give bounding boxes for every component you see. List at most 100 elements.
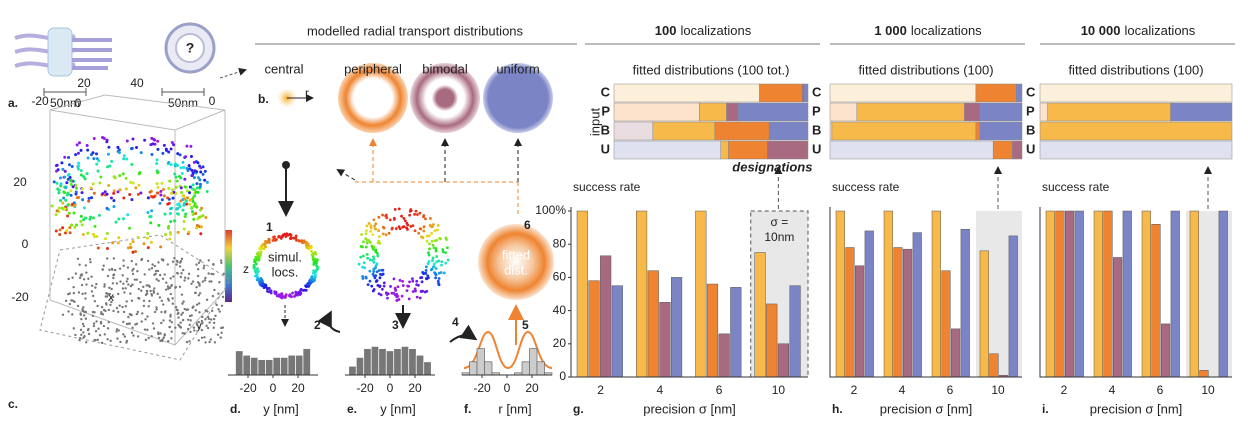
decor-dot <box>363 261 366 264</box>
decor-dot <box>186 196 189 199</box>
decor-dot <box>97 246 100 249</box>
row-label: C <box>601 84 611 99</box>
x-axis-label: precision σ [nm] <box>880 401 973 416</box>
decor-dot <box>163 333 165 335</box>
decor-dot <box>129 181 132 184</box>
decor-dot <box>78 141 81 144</box>
decor-dot <box>176 261 178 263</box>
decor-dot <box>199 185 202 188</box>
decor-dot <box>93 322 95 324</box>
decor-dot <box>110 160 113 163</box>
decor-dot <box>70 224 73 227</box>
decor-dot <box>161 198 164 201</box>
decor-dot <box>150 153 153 156</box>
x-axis-label: precision σ [nm] <box>643 401 736 416</box>
decor-dot <box>81 293 83 295</box>
decor-dot <box>199 208 202 211</box>
decor-dot <box>188 199 191 202</box>
decor-dot <box>115 330 117 332</box>
ring-label: locs. <box>272 264 299 279</box>
decor-dot <box>126 340 128 342</box>
decor-dot <box>192 213 195 216</box>
decor-dot <box>92 315 94 317</box>
decor-dot <box>374 250 377 253</box>
decor-dot <box>146 232 149 235</box>
decor-dot <box>182 319 184 321</box>
decor-dot <box>196 186 199 189</box>
decor-dot <box>81 223 84 226</box>
decor-dot <box>184 277 186 279</box>
decor-dot <box>143 139 146 142</box>
y-tick-label: 0 <box>559 369 566 383</box>
decor-dot <box>125 157 128 160</box>
decor-dot <box>56 182 59 185</box>
decor-dot <box>132 268 134 270</box>
decor-dot <box>119 188 122 191</box>
decor-dot <box>394 208 397 211</box>
decor-dot <box>73 327 75 329</box>
decor-dot <box>75 184 78 187</box>
hist-bar <box>485 362 493 375</box>
decor-dot <box>420 276 423 279</box>
decor-dot <box>131 251 134 254</box>
panel-label: e. <box>347 402 357 416</box>
decor-dot <box>134 323 136 325</box>
row-label: U <box>812 141 821 156</box>
decor-dot <box>439 237 442 240</box>
decor-dot <box>91 290 93 292</box>
x-tick-label: 10 <box>772 383 786 397</box>
x-axis-label: y [nm] <box>263 401 298 416</box>
decor-dot <box>183 227 186 230</box>
decor-dot <box>92 233 95 236</box>
decor-dot <box>195 286 197 288</box>
chart-title: success rate <box>1042 180 1110 194</box>
hist-bar <box>236 351 244 375</box>
decor-dot <box>414 229 417 232</box>
decor-dot <box>56 164 59 167</box>
decor-dot <box>435 267 438 270</box>
decor-dot <box>208 280 210 282</box>
bar <box>865 231 874 377</box>
decor-dot <box>396 299 399 302</box>
decor-dot <box>430 232 433 235</box>
decor-dot <box>156 158 159 161</box>
decor-dot <box>140 320 142 322</box>
section-header: 100localizations <box>655 23 752 38</box>
decor-dot <box>71 313 73 315</box>
stack-segment <box>767 141 808 159</box>
decor-dot <box>172 197 175 200</box>
decor-dot <box>373 288 376 291</box>
decor-dot <box>153 274 155 276</box>
decor-dot <box>429 217 432 220</box>
decor-dot <box>132 240 135 243</box>
decor-dot <box>169 207 172 210</box>
decor-dot <box>80 313 82 315</box>
chart-title: success rate <box>573 180 641 194</box>
decor-dot <box>107 153 110 156</box>
decor-dot <box>182 166 185 169</box>
decor-dot <box>96 305 98 307</box>
decor-dot <box>60 182 63 185</box>
decor-dot <box>106 338 108 340</box>
decor-dot <box>197 268 199 270</box>
decor-dot <box>212 263 214 265</box>
decor-dot <box>59 177 62 180</box>
decor-dot <box>184 308 186 310</box>
stack-segment <box>1040 103 1048 121</box>
decor-dot <box>189 331 191 333</box>
decor-dot <box>106 295 108 297</box>
decor-dot <box>128 193 131 196</box>
decor-dot <box>398 207 401 210</box>
decor-dot <box>180 166 183 169</box>
decor-dot <box>407 285 410 288</box>
decor-dot <box>124 287 126 289</box>
decor-dot <box>206 310 208 312</box>
decor-dot <box>128 227 131 230</box>
y-tick-label: 100% <box>535 203 566 217</box>
decor-dot <box>412 290 415 293</box>
stack-segment <box>802 84 804 102</box>
decor-dot <box>253 266 256 269</box>
decor-dot <box>180 314 182 316</box>
decor-dot <box>187 277 189 279</box>
decor-dot <box>104 237 107 240</box>
